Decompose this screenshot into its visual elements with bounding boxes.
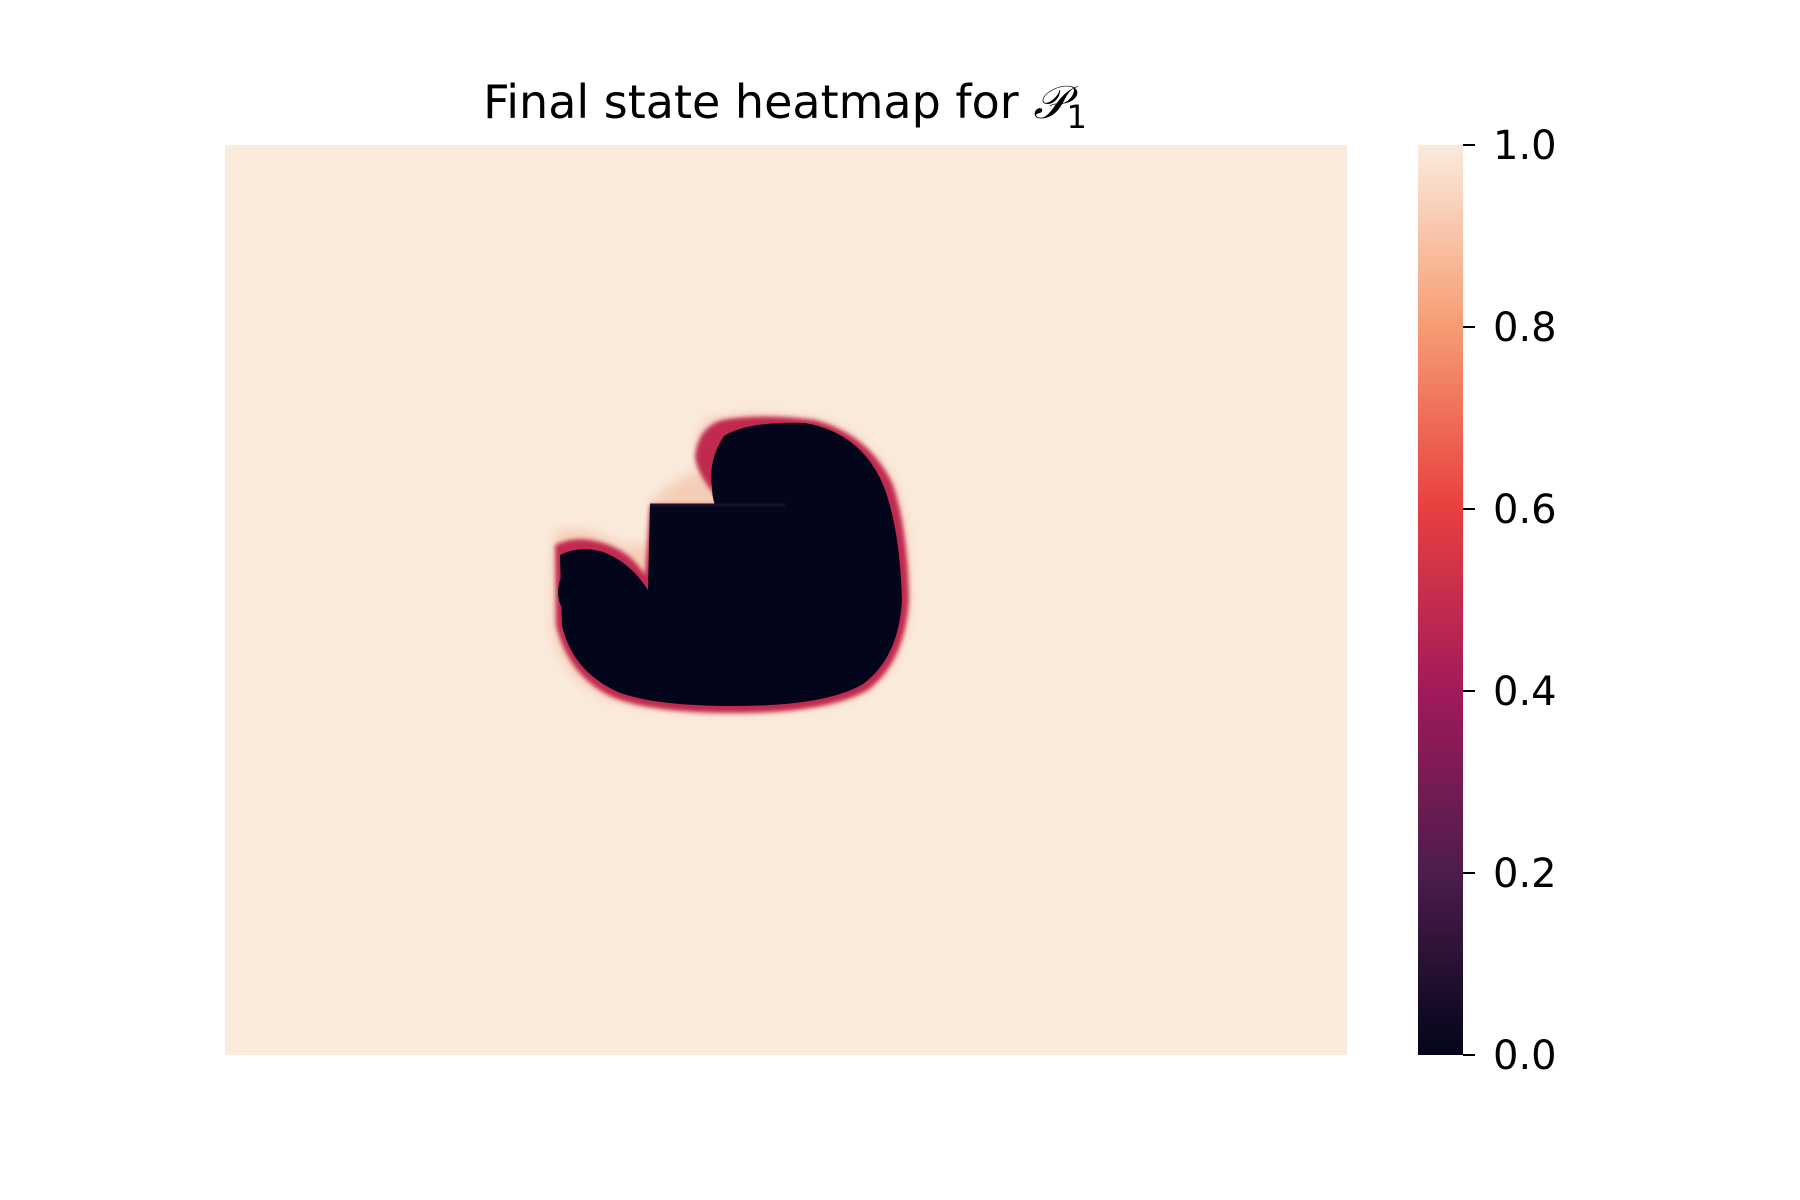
colorbar: 0.0 0.2 0.4 0.6 0.8 1.0 [1418,123,1557,1079]
chart-title-text: Final state heatmap for [483,75,1033,129]
heatmap-core-blob [560,422,902,706]
colorbar-tick-label: 0.8 [1493,305,1557,351]
colorbar-gradient [1418,145,1463,1055]
chart-title: Final state heatmap for 𝒫1 [483,75,1087,136]
colorbar-tick-label: 0.6 [1493,487,1557,533]
colorbar-tick-label: 0.2 [1493,851,1557,897]
colorbar-tick-label: 1.0 [1493,123,1557,169]
chart-title-subscript: 1 [1066,98,1086,136]
colorbar-tick-label: 0.4 [1493,669,1557,715]
heatmap-area [225,145,1347,1055]
heatmap-region-core [558,422,902,706]
colorbar-tick-label: 0.0 [1493,1033,1557,1079]
heatmap-core-lobe [558,558,626,626]
colorbar-ticks: 0.0 0.2 0.4 0.6 0.8 1.0 [1463,123,1557,1079]
